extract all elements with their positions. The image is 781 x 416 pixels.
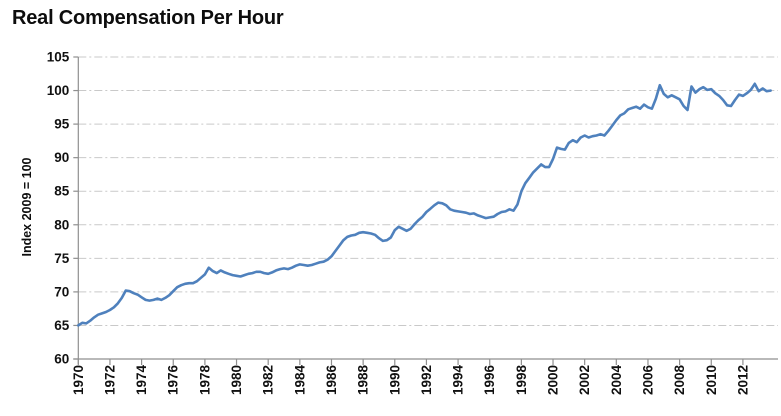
x-tick-label: 1996 [482,365,497,396]
x-tick-label: 2000 [546,365,561,395]
x-tick-label: 1978 [197,365,212,396]
y-tick-label: 95 [54,117,70,132]
x-tick-label: 1986 [324,365,339,396]
x-tick-label: 1994 [451,365,466,396]
x-tick-label: 2012 [735,365,750,395]
y-tick-label: 70 [54,284,69,299]
y-tick-label: 90 [54,150,69,165]
y-axis-title: Index 2009 = 100 [20,157,34,257]
x-tick-label: 1974 [134,365,149,396]
chart-title: Real Compensation Per Hour [12,7,284,29]
x-tick-label: 2010 [704,365,719,395]
y-tick-label: 100 [47,83,70,98]
y-tick-label: 65 [54,318,70,333]
x-tick-label: 1992 [419,365,434,395]
y-tick-label: 80 [54,217,69,232]
series-line [77,82,772,327]
x-tick-label: 1998 [514,365,529,396]
x-tick-label: 1990 [387,365,402,395]
x-tick-label: 1972 [102,365,117,395]
y-tick-label: 60 [54,352,69,367]
x-tick-label: 1980 [229,365,244,395]
y-tick-label: 85 [54,184,70,199]
x-tick-label: 2008 [672,365,687,396]
x-tick-label: 1970 [71,365,86,395]
x-tick-label: 1984 [292,365,307,396]
x-tick-label: 1976 [166,365,181,396]
x-tick-label: 2006 [640,365,655,396]
x-tick-label: 1988 [356,365,371,396]
y-tick-label: 105 [47,50,70,65]
x-tick-label: 1982 [261,365,276,395]
x-tick-label: 2002 [577,365,592,395]
y-tick-label: 75 [54,251,70,266]
x-tick-label: 2004 [609,365,624,396]
